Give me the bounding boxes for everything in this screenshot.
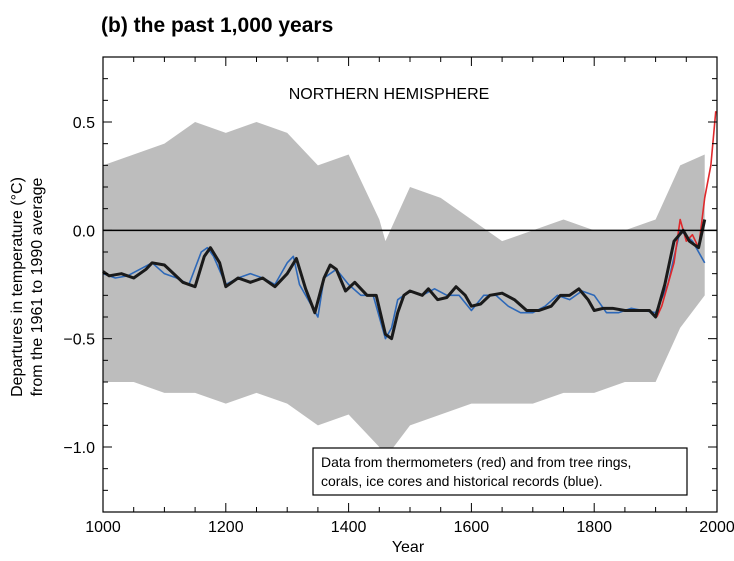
smoothed-line — [102, 219, 707, 341]
y-tick-label: 0.5 — [73, 115, 95, 132]
y-tick-label: 0.0 — [73, 223, 95, 240]
x-tick-label: 1200 — [208, 519, 244, 536]
x-tick-label: 1600 — [454, 519, 490, 536]
uncertainty-band — [103, 122, 705, 458]
x-tick-label: 1400 — [331, 519, 367, 536]
note-line-1: Data from thermometers (red) and from tr… — [321, 454, 631, 470]
proxy-line — [102, 229, 706, 340]
x-axis-title: Year — [392, 539, 425, 556]
note-box-frame — [312, 447, 688, 496]
y-axis-title-line-2: from the 1961 to 1990 average — [29, 177, 46, 396]
chart-title: (b) the past 1,000 years — [101, 14, 334, 37]
instrumental-line — [656, 111, 717, 318]
x-tick-label: 1800 — [576, 519, 612, 536]
y-tick-label: −0.5 — [63, 332, 95, 349]
x-tick-label: 1000 — [85, 519, 121, 536]
y-axis-title-line-1: Departures in temperature (°C) — [9, 177, 26, 397]
note-line-2: corals, ice cores and historical records… — [321, 473, 603, 489]
y-tick-label: −1.0 — [63, 440, 95, 457]
note-box: Data from thermometers (red) and from tr… — [312, 447, 688, 496]
region-label: NORTHERN HEMISPHERE — [289, 86, 490, 103]
x-tick-label: 2000 — [699, 519, 734, 536]
